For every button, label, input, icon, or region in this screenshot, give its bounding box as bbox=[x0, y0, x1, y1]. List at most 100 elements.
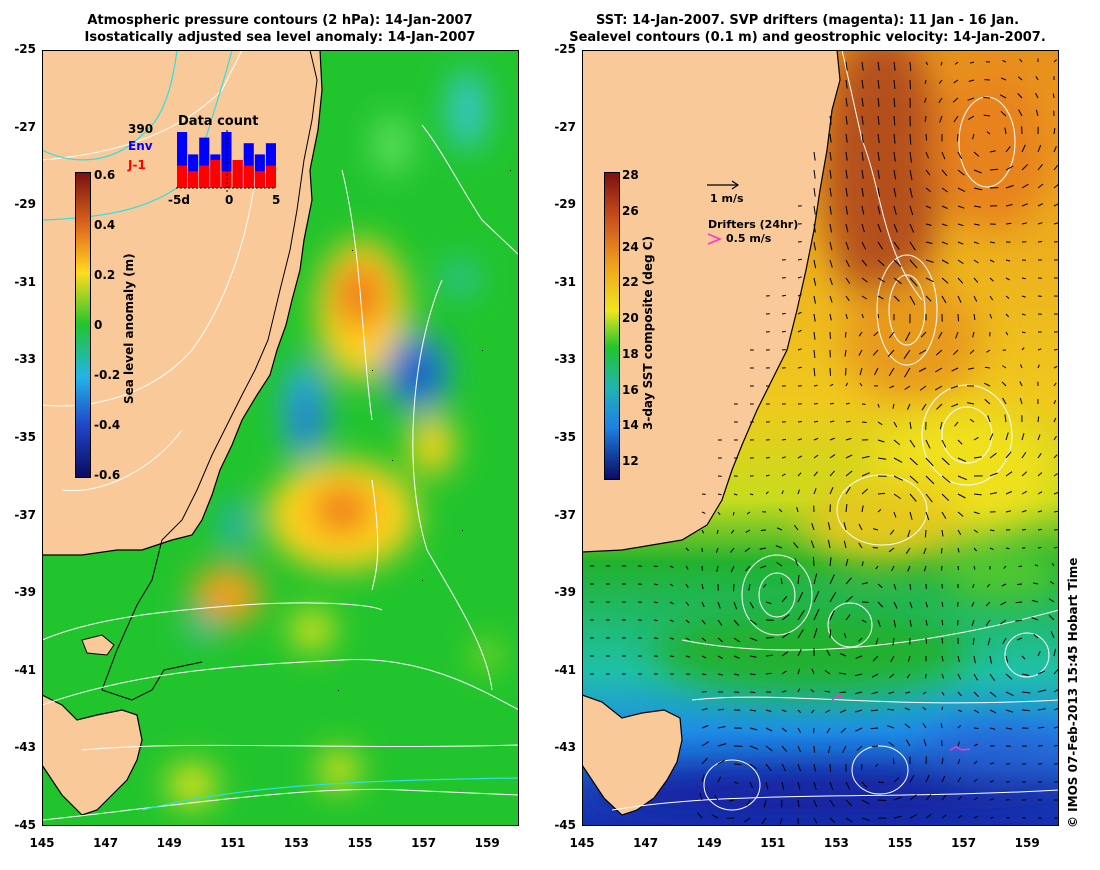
velocity-vector bbox=[733, 583, 735, 592]
velocity-vector bbox=[781, 595, 788, 603]
velocity-vector bbox=[779, 817, 783, 825]
velocity-vector bbox=[1000, 77, 1007, 81]
velocity-vector bbox=[877, 313, 880, 319]
velocity-vector bbox=[1021, 709, 1030, 712]
colorbar-tick: 0 bbox=[94, 318, 103, 332]
velocity-vector bbox=[940, 565, 943, 571]
velocity-vector bbox=[829, 763, 832, 773]
velocity-vector bbox=[1018, 109, 1023, 117]
velocity-vector bbox=[813, 223, 816, 233]
velocity-vector bbox=[845, 295, 850, 302]
velocity-vector bbox=[781, 745, 787, 752]
velocity-vector bbox=[781, 727, 787, 733]
velocity-vector bbox=[871, 673, 879, 678]
velocity-vector bbox=[845, 382, 848, 387]
velocity-vector bbox=[1035, 75, 1039, 81]
velocity-vector bbox=[877, 619, 881, 627]
velocity-vector bbox=[1021, 331, 1026, 334]
velocity-vector bbox=[765, 654, 773, 657]
velocity-vector bbox=[986, 131, 991, 135]
velocity-vector bbox=[1048, 598, 1055, 603]
drifter-track-2 bbox=[949, 746, 971, 751]
velocity-vector bbox=[969, 349, 975, 355]
velocity-vector bbox=[840, 727, 847, 734]
velocity-vector bbox=[957, 724, 962, 729]
velocity-vector bbox=[861, 295, 867, 300]
velocity-vector bbox=[861, 241, 867, 250]
longitude-tick: 155 bbox=[887, 836, 913, 850]
velocity-vector bbox=[973, 456, 982, 459]
velocity-vector bbox=[781, 763, 787, 772]
velocity-vector bbox=[925, 813, 932, 819]
velocity-vector bbox=[765, 491, 769, 495]
velocity-vector bbox=[941, 529, 944, 537]
velocity-vector bbox=[685, 583, 689, 588]
latitude-tick: -31 bbox=[14, 274, 36, 289]
velocity-vector bbox=[730, 547, 735, 553]
velocity-vector bbox=[909, 295, 916, 306]
velocity-vector bbox=[828, 745, 831, 754]
velocity-vector bbox=[973, 169, 982, 174]
velocity-vector bbox=[893, 493, 901, 500]
velocity-vector bbox=[829, 151, 832, 161]
velocity-vector bbox=[877, 187, 880, 197]
velocity-vector bbox=[839, 672, 847, 675]
velocity-vector bbox=[845, 151, 848, 161]
velocity-vector bbox=[730, 565, 735, 573]
velocity-vector bbox=[1016, 637, 1023, 641]
velocity-vector bbox=[685, 637, 690, 641]
velocity-vector bbox=[1033, 582, 1039, 585]
velocity-vector bbox=[701, 637, 707, 642]
colorbar-tick: 18 bbox=[622, 346, 639, 361]
velocity-vector bbox=[957, 529, 962, 535]
velocity-vector bbox=[749, 763, 757, 770]
velocity-vector bbox=[989, 472, 998, 477]
velocity-vector bbox=[941, 493, 950, 502]
velocity-vector bbox=[893, 583, 897, 590]
velocity-vector bbox=[937, 331, 943, 339]
velocity-vector bbox=[845, 169, 848, 179]
velocity-vector bbox=[940, 61, 943, 66]
velocity-vector bbox=[717, 637, 723, 643]
velocity-vector bbox=[973, 511, 980, 515]
longitude-tick: 157 bbox=[411, 836, 437, 850]
velocity-vector bbox=[813, 367, 816, 377]
sea-level-anomaly-map bbox=[42, 50, 519, 826]
right-map-frame bbox=[582, 50, 1059, 826]
velocity-vector bbox=[941, 457, 950, 466]
velocity-vector bbox=[989, 547, 994, 551]
velocity-vector bbox=[923, 739, 927, 747]
velocity-vector bbox=[925, 277, 934, 283]
velocity-vector bbox=[765, 745, 773, 752]
velocity-vector bbox=[989, 313, 993, 319]
velocity-vector bbox=[957, 169, 965, 176]
velocity-vector bbox=[941, 757, 944, 765]
velocity-vector bbox=[845, 817, 853, 823]
velocity-vector bbox=[829, 487, 834, 495]
velocity-vector bbox=[845, 504, 848, 513]
velocity-vector bbox=[968, 79, 975, 82]
velocity-vector bbox=[813, 471, 818, 477]
velocity-vector bbox=[877, 277, 886, 283]
velocity-vector bbox=[765, 474, 770, 477]
velocity-vector bbox=[924, 97, 927, 103]
velocity-vector bbox=[888, 331, 895, 339]
velocity-vector bbox=[669, 637, 674, 640]
velocity-vector bbox=[985, 619, 991, 626]
inset-xtick-start: -5d bbox=[168, 193, 190, 207]
velocity-vector bbox=[746, 511, 751, 515]
velocity-vector bbox=[1021, 673, 1030, 676]
velocity-vector bbox=[989, 673, 996, 681]
velocity-vector bbox=[813, 437, 819, 441]
velocity-vector bbox=[972, 583, 975, 589]
velocity-vector bbox=[967, 97, 975, 101]
velocity-vector bbox=[954, 61, 959, 65]
geostrophic-velocity-vectors bbox=[590, 58, 1059, 825]
velocity-vector bbox=[925, 187, 931, 192]
shelf-contour bbox=[101, 50, 318, 701]
velocity-vector bbox=[813, 313, 816, 322]
velocity-vector bbox=[669, 601, 674, 605]
inset-j1-bar bbox=[199, 165, 210, 188]
inset-xtick-mid: 0 bbox=[225, 193, 234, 207]
velocity-vector bbox=[813, 205, 816, 215]
